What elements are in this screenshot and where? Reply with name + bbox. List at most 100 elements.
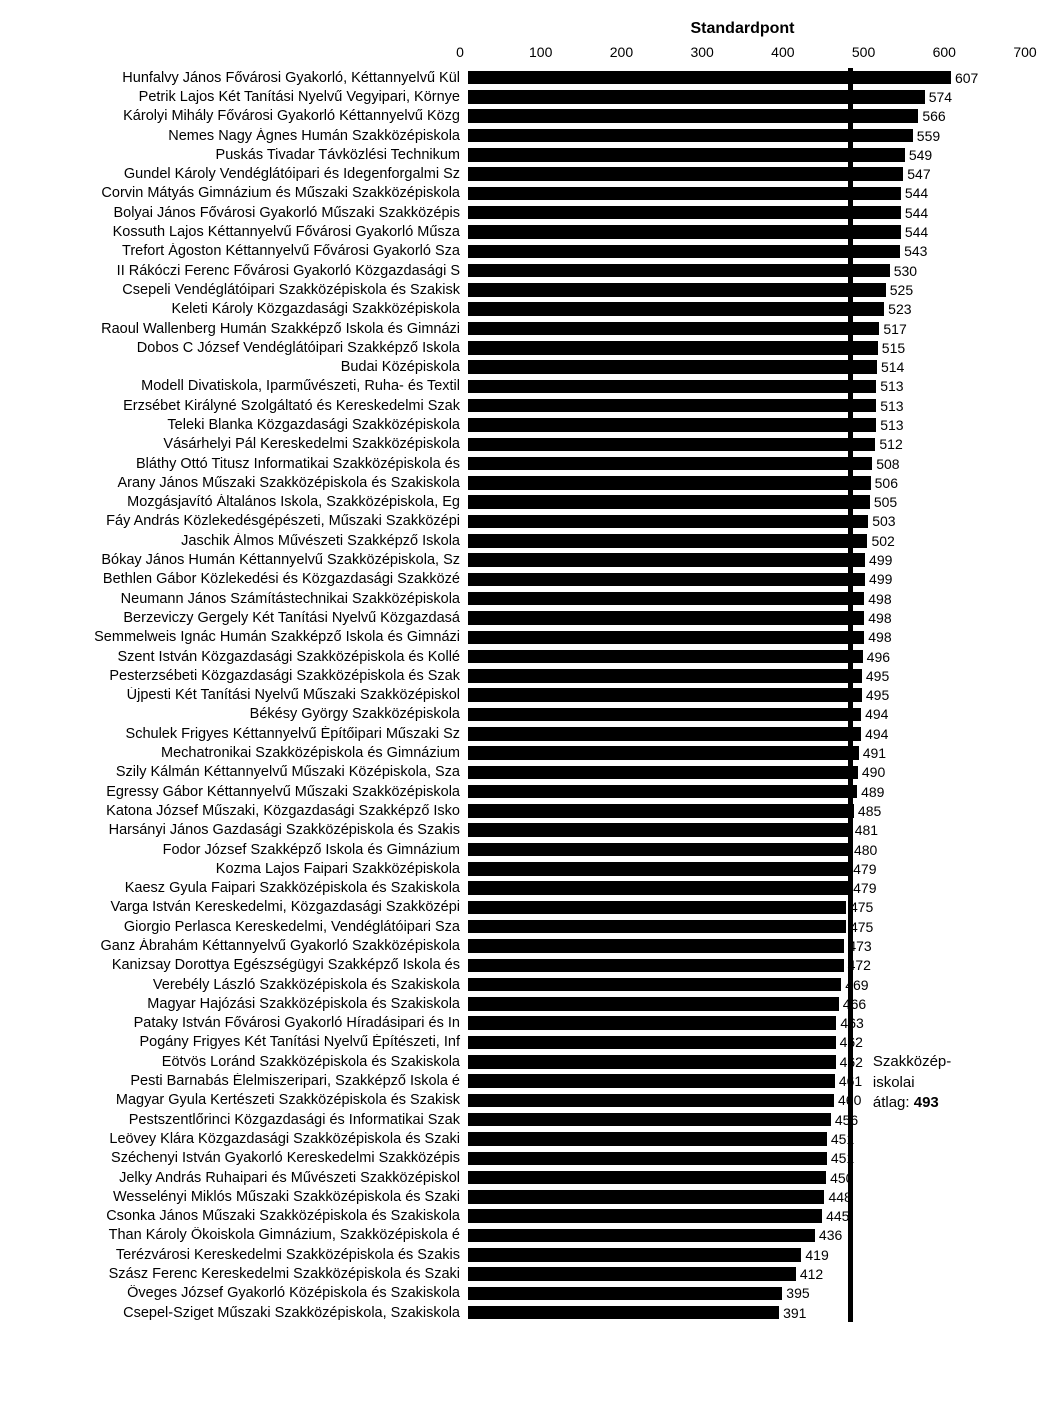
bar-value: 574 (929, 89, 952, 105)
bar (468, 1209, 822, 1223)
bar-value: 499 (869, 571, 892, 587)
bar-value: 525 (890, 282, 913, 298)
bar-track: 494 (468, 724, 1025, 743)
bar-value: 517 (883, 321, 906, 337)
bar-row: Trefort Ágoston Kéttannyelvű Fővárosi Gy… (20, 242, 1025, 261)
bar-row: Ganz Ábrahám Kéttannyelvű Gyakorló Szakk… (20, 936, 1025, 955)
bar-track: 514 (468, 357, 1025, 376)
bar-label: Magyar Hajózási Szakközépiskola és Szaki… (20, 996, 468, 1012)
bar (468, 457, 872, 471)
bar-value: 489 (861, 784, 884, 800)
bar-label: Modell Divatiskola, Iparművészeti, Ruha-… (20, 378, 468, 394)
bar-row: Keleti Károly Közgazdasági Szakközépisko… (20, 300, 1025, 319)
bar (468, 1171, 826, 1185)
bar-label: Giorgio Perlasca Kereskedelmi, Vendéglát… (20, 919, 468, 935)
bar-track: 475 (468, 898, 1025, 917)
bar (468, 418, 876, 432)
x-tick: 200 (610, 44, 633, 60)
bar-track: 544 (468, 203, 1025, 222)
x-tick: 100 (529, 44, 552, 60)
bar-value: 480 (854, 842, 877, 858)
bar-value: 506 (875, 475, 898, 491)
bar-value: 475 (850, 919, 873, 935)
bar (468, 129, 913, 143)
bar-row: Kozma Lajos Faipari Szakközépiskola479 (20, 859, 1025, 878)
bar-label: Harsányi János Gazdasági Szakközépiskola… (20, 822, 468, 838)
bar (468, 1267, 796, 1281)
bar-track: 498 (468, 589, 1025, 608)
bar-track: 508 (468, 454, 1025, 473)
bar-row: II Rákóczi Ferenc Fővárosi Gyakorló Közg… (20, 261, 1025, 280)
bar-track: 512 (468, 435, 1025, 454)
bar-track: 451 (468, 1149, 1025, 1168)
bar (468, 997, 839, 1011)
bar-value: 479 (853, 880, 876, 896)
bar (468, 476, 871, 490)
bar-value: 412 (800, 1266, 823, 1282)
bar-row: Raoul Wallenberg Humán Szakképző Iskola … (20, 319, 1025, 338)
bar-row: Mechatronikai Szakközépiskola és Gimnázi… (20, 743, 1025, 762)
bar-value: 512 (879, 436, 902, 452)
bar-value: 491 (863, 745, 886, 761)
bar-track: 466 (468, 994, 1025, 1013)
bar-label: Mechatronikai Szakközépiskola és Gimnázi… (20, 745, 468, 761)
bar-row: Teleki Blanka Közgazdasági Szakközépisko… (20, 415, 1025, 434)
bar-row: Harsányi János Gazdasági Szakközépiskola… (20, 821, 1025, 840)
bar (468, 1074, 835, 1088)
bar-value: 485 (858, 803, 881, 819)
x-tick: 500 (852, 44, 875, 60)
bar-label: Bolyai János Fővárosi Gyakorló Műszaki S… (20, 205, 468, 221)
bar-row: Széchenyi István Gyakorló Kereskedelmi S… (20, 1149, 1025, 1168)
bar-row: Bókay János Humán Kéttannyelvű Szakközép… (20, 550, 1025, 569)
x-tick: 700 (1013, 44, 1036, 60)
bar-track: 480 (468, 840, 1025, 859)
chart-title: Standardpont (460, 20, 1025, 38)
bar (468, 978, 841, 992)
bar-track: 391 (468, 1303, 1025, 1322)
bar-label: Terézvárosi Kereskedelmi Szakközépiskola… (20, 1247, 468, 1263)
bar-row: Than Károly Ökoiskola Gimnázium, Szakköz… (20, 1226, 1025, 1245)
bar-track: 503 (468, 512, 1025, 531)
bar-row: Petrik Lajos Két Tanítási Nyelvű Vegyipa… (20, 87, 1025, 106)
bar (468, 1094, 834, 1108)
bar (468, 283, 886, 297)
bar (468, 1287, 782, 1301)
bar-value: 475 (850, 899, 873, 915)
bar-label: Békésy György Szakközépiskola (20, 706, 468, 722)
bar (468, 302, 884, 316)
bar (468, 843, 850, 857)
bar-track: 450 (468, 1168, 1025, 1187)
bar-value: 395 (786, 1285, 809, 1301)
bar (468, 688, 862, 702)
bar-value: 495 (866, 668, 889, 684)
bar-row: Gundel Károly Vendéglátóipari és Idegenf… (20, 164, 1025, 183)
bar-value: 498 (868, 610, 891, 626)
bar-row: Verebély László Szakközépiskola és Szaki… (20, 975, 1025, 994)
bar (468, 380, 876, 394)
bar-row: Csepel-Sziget Műszaki Szakközépiskola, S… (20, 1303, 1025, 1322)
bar-label: Teleki Blanka Közgazdasági Szakközépisko… (20, 417, 468, 433)
bar-label: Öveges József Gyakorló Középiskola és Sz… (20, 1285, 468, 1301)
bar-value: 490 (862, 764, 885, 780)
bar-label: Kossuth Lajos Kéttannyelvű Fővárosi Gyak… (20, 224, 468, 240)
bar-value: 466 (843, 996, 866, 1012)
bar-track: 479 (468, 859, 1025, 878)
bar (468, 90, 925, 104)
bar-label: Jaschik Álmos Művészeti Szakképző Iskola (20, 533, 468, 549)
bar-track: 462 (468, 1033, 1025, 1052)
bar (468, 669, 862, 683)
bar-row: Kossuth Lajos Kéttannyelvű Fővárosi Gyak… (20, 222, 1025, 241)
bar (468, 881, 849, 895)
bar (468, 438, 875, 452)
bar-label: Erzsébet Királyné Szolgáltató és Kereske… (20, 398, 468, 414)
bar (468, 939, 844, 953)
bar (468, 495, 870, 509)
bar-row: Újpesti Két Tanítási Nyelvű Műszaki Szak… (20, 686, 1025, 705)
bar-track: 544 (468, 184, 1025, 203)
bar-value: 498 (868, 629, 891, 645)
bar-row: Corvin Mátyás Gimnázium és Műszaki Szakk… (20, 184, 1025, 203)
bar-label: Pestszentlőrinci Közgazdasági és Informa… (20, 1112, 468, 1128)
bar-track: 549 (468, 145, 1025, 164)
avg-line2: iskolai (873, 1074, 915, 1091)
bar-track: 448 (468, 1187, 1025, 1206)
